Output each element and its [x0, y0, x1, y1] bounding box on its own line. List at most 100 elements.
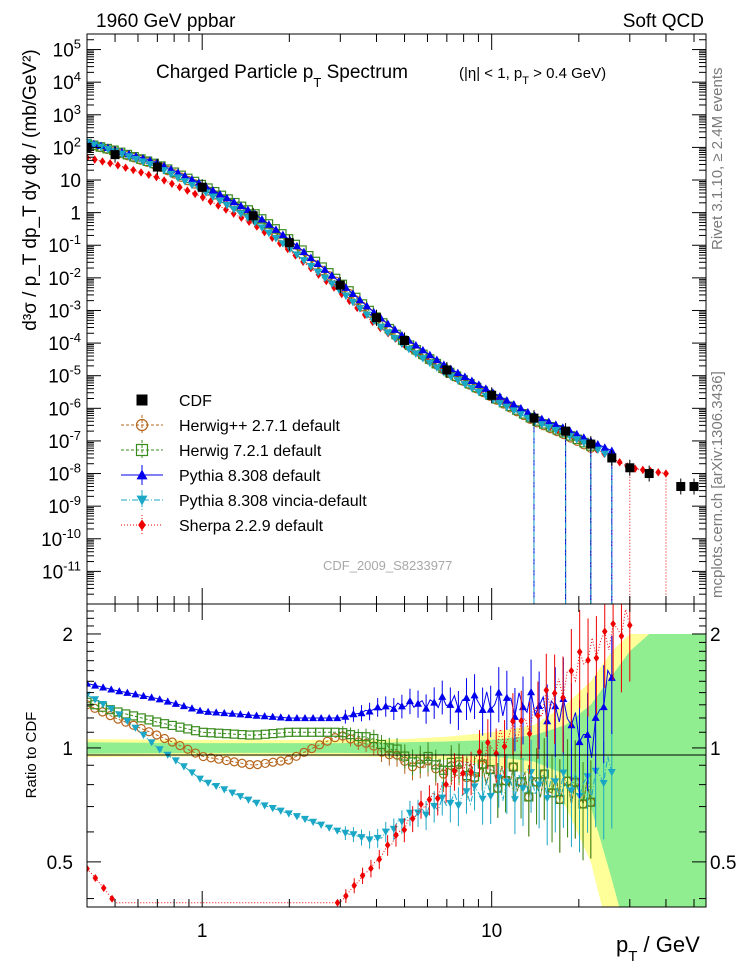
legend: CDF Herwig++ 2.7.1 default Herwig 7.2.1 de… — [121, 393, 367, 535]
cdf-point — [607, 453, 617, 463]
energy-label: 1960 GeV ppbar — [96, 11, 236, 32]
legend-entry-herwig7: Herwig 7.2.1 default — [121, 440, 322, 460]
spectrum-point-vincia — [173, 174, 183, 182]
cdf-point — [197, 182, 207, 192]
spectrum-point-sherpa — [639, 465, 646, 475]
main-y-tick-label: 10-9 — [48, 493, 81, 518]
spectrum-point-sherpa — [114, 161, 121, 170]
cut-sub: T — [522, 75, 529, 87]
ratio-point-vincia — [317, 821, 326, 829]
main-y-tick-label: 10-5 — [48, 363, 81, 388]
ratio-line-vincia — [87, 694, 613, 841]
cut-main: (|η| < 1, p — [459, 65, 522, 82]
ratio-point-herwigpp — [183, 744, 193, 754]
ratio-point-herwigpp — [314, 740, 325, 750]
legend-entry-cdf: CDF — [136, 393, 212, 410]
ratio-y-axis-title: Ratio to CDF — [23, 712, 40, 799]
cdf-point — [689, 482, 699, 492]
spectrum-line-vincia — [87, 142, 613, 459]
cdf-point — [152, 162, 162, 172]
spectrum-point-vincia — [411, 350, 421, 358]
ratio-series-herwigpp — [87, 700, 596, 861]
spectrum-series-sherpa — [87, 153, 669, 604]
cdf-point — [644, 469, 654, 479]
ratio-line-herwig7 — [87, 701, 592, 805]
band-inner — [87, 634, 706, 907]
ratio-y-tick-label-right: 0.5 — [710, 853, 736, 874]
spectrum-point-sherpa — [107, 159, 114, 168]
ratio-point-vincia — [91, 696, 100, 704]
ratio-y-tick-label: 1 — [62, 739, 73, 760]
spectrum-point-vincia — [131, 155, 141, 164]
main-y-tick-label: 104 — [53, 69, 81, 94]
ratio-y-tick-label-right: 2 — [710, 625, 721, 646]
ratio-point-herwigpp — [307, 743, 317, 754]
spectrum-series-pythia — [87, 137, 617, 604]
cdf-point — [110, 150, 120, 160]
legend-label-vincia: Pythia 8.308 vincia-default — [179, 493, 367, 510]
title-main: Charged Particle p — [156, 62, 313, 83]
ratio-point-herwigpp — [299, 747, 309, 757]
analysis-watermark: CDF_2009_S8233977 — [323, 558, 452, 573]
ratio-point-pythia — [87, 679, 91, 687]
ratio-line-sherpa — [87, 609, 631, 904]
ratio-y-tick-label: 2 — [62, 625, 73, 646]
spectrum-point-sherpa — [215, 201, 222, 210]
legend-entry-sherpa: Sherpa 2.2.9 default — [121, 515, 324, 535]
ratio-point-herwigpp — [159, 733, 170, 744]
cdf-point — [561, 426, 571, 436]
main-y-tick-label: 10 — [60, 171, 81, 192]
legend-marker-vincia — [136, 495, 148, 506]
ratio-point-vincia — [309, 818, 318, 826]
spectrum-point-sherpa — [207, 197, 214, 206]
legend-marker-herwigpp — [135, 418, 149, 432]
cdf-point — [625, 463, 635, 473]
main-y-tick-label: 102 — [53, 134, 81, 159]
main-y-tick-label: 103 — [53, 102, 81, 127]
legend-marker-pythia — [136, 469, 148, 480]
ratio-point-vincia — [268, 805, 277, 813]
legend-label-cdf: CDF — [179, 393, 212, 410]
legend-entry-pythia: Pythia 8.308 default — [121, 465, 321, 485]
spectrum-series-herwigpp — [87, 138, 596, 604]
main-y-tick-label: 10-8 — [48, 461, 81, 486]
main-y-tick-label: 10-11 — [42, 558, 81, 583]
main-y-tick-label: 10-4 — [48, 330, 81, 355]
ratio-point-sherpa — [87, 864, 90, 873]
ratio-point-herwig7 — [183, 724, 193, 734]
ratio-point-herwigpp — [322, 736, 332, 746]
cdf-point — [487, 390, 497, 400]
spectrum-point-herwig7 — [277, 229, 287, 239]
ratio-point-vincia — [196, 775, 205, 783]
legend-label-sherpa: Sherpa 2.2.9 default — [179, 518, 324, 535]
spectrum-point-sherpa — [161, 176, 168, 185]
title-sub: T — [313, 75, 321, 90]
cdf-point — [335, 280, 345, 290]
spectrum-point-sherpa — [176, 182, 183, 192]
spectrum-line-herwig7 — [87, 143, 592, 447]
main-y-tick-label: 10-2 — [48, 265, 81, 290]
x-tick-label: 10 — [481, 921, 502, 942]
ratio-point-herwigpp — [167, 737, 177, 747]
spectrum-point-herwig7 — [263, 219, 274, 229]
x-title-sub: T — [628, 948, 637, 965]
cdf-point — [400, 336, 410, 346]
ratio-point-herwigpp — [291, 751, 301, 761]
ratio-y-tick-label: 0.5 — [47, 853, 73, 874]
ratio-line-pythia — [87, 668, 613, 758]
spectrum-point-sherpa — [145, 170, 152, 179]
legend-entry-vincia: Pythia 8.308 vincia-default — [121, 490, 367, 510]
ratio-point-herwigpp — [190, 748, 201, 758]
title-rest: Spectrum — [321, 62, 408, 83]
legend-label-pythia: Pythia 8.308 default — [179, 468, 321, 485]
cdf-point — [284, 238, 294, 248]
x-axis-title: pT / GeV — [616, 932, 700, 965]
cdf-point — [442, 365, 452, 375]
spectrum-series-herwig7 — [87, 138, 596, 604]
ratio-point-vincia — [204, 779, 213, 787]
spectrum-series-vincia — [87, 139, 617, 604]
mcplots-label: mcplots.cern.ch [arXiv:1306.3436] — [709, 371, 726, 598]
main-y-tick-label: 105 — [53, 37, 81, 62]
ratio-y-axis: 0.5 0.5 1 1 2 2 — [47, 610, 736, 900]
spectrum-point-sherpa — [616, 458, 623, 467]
